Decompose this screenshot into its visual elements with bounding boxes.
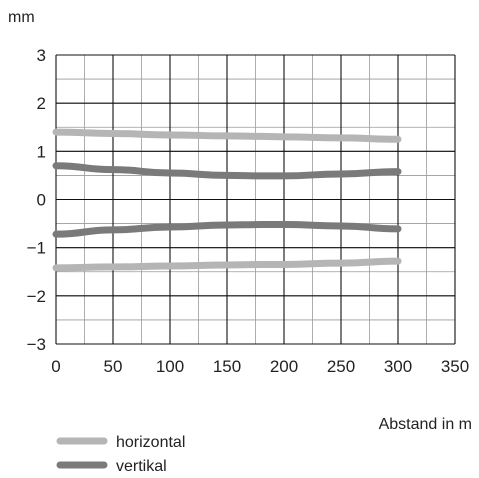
x-tick-label: 200: [270, 357, 298, 376]
y-tick-label: 1: [37, 142, 46, 161]
y-tick-label: −3: [27, 335, 46, 354]
x-tick-label: 150: [213, 357, 241, 376]
legend: horizontal vertikal: [56, 434, 185, 475]
y-tick-labels: 3 2 1 0 −1 −2 −3: [27, 46, 46, 354]
legend-label: horizontal: [116, 434, 185, 451]
series-lines: [52, 128, 402, 272]
x-tick-label: 300: [384, 357, 412, 376]
x-tick-label: 50: [104, 357, 123, 376]
y-tick-label: 2: [37, 94, 46, 113]
series-line-horizontal: [52, 257, 402, 272]
x-tick-labels: 0 50 100 150 200 250 300 350: [51, 357, 469, 376]
x-tick-label: 100: [156, 357, 184, 376]
series-line-horizontal: [52, 128, 402, 143]
x-tick-label: 350: [441, 357, 469, 376]
y-axis-label: mm: [8, 9, 35, 26]
legend-label: vertikal: [116, 458, 167, 475]
x-tick-label: 0: [51, 357, 60, 376]
x-axis-label: Abstand in m: [379, 416, 472, 433]
series-line-vertikal: [52, 162, 402, 180]
x-tick-label: 250: [327, 357, 355, 376]
legend-item-horizontal: horizontal: [56, 434, 185, 451]
y-tick-label: −2: [27, 287, 46, 306]
legend-item-vertikal: vertikal: [56, 458, 167, 475]
series-line-vertikal: [52, 221, 402, 238]
y-tick-label: −1: [27, 239, 46, 258]
grid-major: [55, 54, 456, 345]
y-tick-label: 0: [37, 191, 46, 210]
y-tick-label: 3: [37, 46, 46, 65]
